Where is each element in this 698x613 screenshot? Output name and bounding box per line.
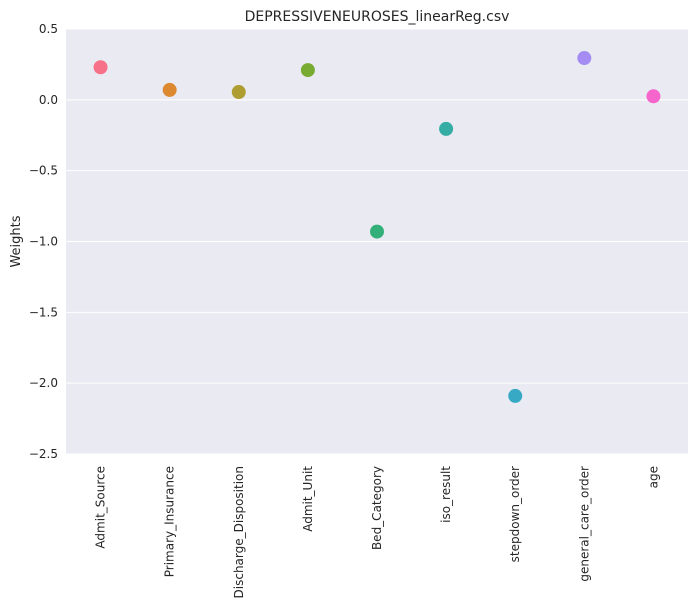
data-point-iso-result	[439, 121, 454, 136]
data-point-bed-category	[370, 224, 384, 239]
x-tick-label: general_care_order	[577, 466, 591, 582]
x-tick-labels: Admit_Source Primary_Insurance Discharge_D…	[94, 466, 661, 599]
x-tick-label: Admit_Source	[94, 466, 108, 549]
x-tick-label: age	[646, 466, 660, 488]
x-tick-label: Admit_Unit	[301, 466, 315, 532]
data-point-stepdown-order	[508, 388, 523, 403]
y-tick-label: 0.0	[39, 93, 58, 107]
gridlines	[66, 28, 688, 455]
y-tick-label: 0.5	[39, 22, 58, 36]
y-axis-label: Weights	[9, 215, 24, 267]
y-tick-label: −1.0	[29, 235, 58, 249]
x-tick-label: Primary_Insurance	[163, 466, 177, 577]
data-point-primary-insurance	[162, 82, 177, 97]
data-points	[93, 51, 661, 403]
data-point-discharge-disposition	[231, 85, 246, 100]
x-tick-label: iso_result	[439, 466, 453, 523]
y-tick-label: −0.5	[29, 164, 58, 178]
y-tick-labels: 0.5 0.0 −0.5 −1.0 −1.5 −2.0 −2.5	[29, 22, 58, 461]
y-tick-label: −2.0	[29, 376, 58, 390]
data-point-age	[646, 89, 661, 104]
chart-title: DEPRESSIVENEUROSES_linearReg.csv	[245, 9, 510, 25]
x-tick-label: Discharge_Disposition	[232, 466, 246, 598]
y-tick-label: −2.5	[29, 447, 58, 461]
data-point-general-care-order	[577, 51, 592, 66]
y-tick-label: −1.5	[29, 305, 58, 319]
data-point-admit-source	[93, 60, 108, 75]
x-tick-label: stepdown_order	[508, 466, 522, 562]
data-point-admit-unit	[300, 63, 315, 78]
x-tick-label: Bed_Category	[370, 466, 384, 550]
